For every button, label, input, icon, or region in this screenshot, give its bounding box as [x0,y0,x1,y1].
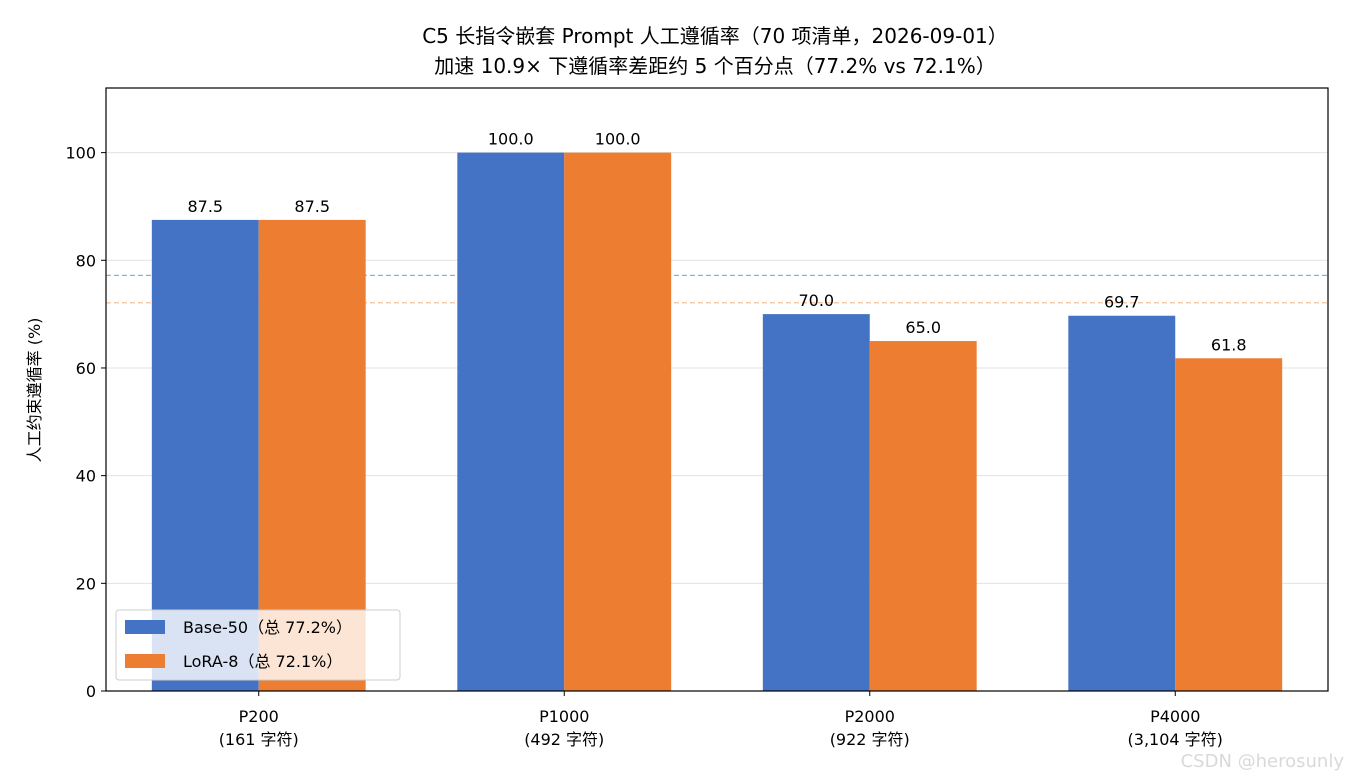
x-tick-label: (3,104 字符) [1128,730,1223,749]
x-tick-label: (492 字符) [524,730,604,749]
chart-title: C5 长指令嵌套 Prompt 人工遵循率（70 项清单，2026-09-01） [422,24,1008,48]
y-axis-label: 人工约束遵循率 (%) [25,318,44,463]
y-tick-label: 20 [76,574,96,593]
value-label-base-1: 100.0 [488,130,534,149]
x-tick-label: P2000 [845,707,895,726]
x-tick-label: P200 [239,707,279,726]
x-axis-ticks: P200 (161 字符) P1000 (492 字符) P2000 (922 字符) P4… [219,691,1223,749]
legend-label-lora: LoRA-8（总 72.1%） [183,652,342,671]
y-tick-label: 60 [76,359,96,378]
bar-lora-2 [869,341,977,691]
x-tick-label: P1000 [539,707,589,726]
y-axis-ticks: 0 20 40 60 80 100 [65,144,106,701]
bar-lora-3 [1175,358,1283,691]
x-tick-label: P4000 [1150,707,1200,726]
value-label-base-3: 69.7 [1104,293,1140,312]
value-label-lora-1: 100.0 [595,130,641,149]
value-label-lora-0: 87.5 [294,197,330,216]
chart-subtitle: 加速 10.9× 下遵循率差距约 5 个百分点（77.2% vs 72.1%） [434,54,995,78]
x-tick-label: (922 字符) [830,730,910,749]
value-label-base-2: 70.0 [798,291,834,310]
x-tick-label: (161 字符) [219,730,299,749]
bar-lora-1 [564,152,672,691]
value-label-lora-2: 65.0 [905,318,941,337]
legend-frame [115,609,401,681]
value-label-base-0: 87.5 [187,197,223,216]
value-label-lora-3: 61.8 [1211,335,1247,354]
value-labels: 87.5 87.5 100.0 100.0 70.0 65.0 69.7 61.8 [187,130,1246,355]
legend-label-base: Base-50（总 77.2%） [183,618,352,637]
plot-frame [105,87,1329,692]
legend-swatch-base [125,620,165,634]
y-tick-label: 40 [76,467,96,486]
bar-base-2 [762,314,870,691]
y-tick-label: 0 [86,682,96,701]
watermark: CSDN @herosunly [1181,751,1345,772]
legend: Base-50（总 77.2%） LoRA-8（总 72.1%） [115,609,401,681]
bar-base-1 [457,152,565,691]
bar-base-3 [1068,315,1176,691]
bars [151,152,1283,691]
y-tick-label: 80 [76,251,96,270]
legend-swatch-lora [125,654,165,668]
y-tick-label: 100 [65,144,96,163]
